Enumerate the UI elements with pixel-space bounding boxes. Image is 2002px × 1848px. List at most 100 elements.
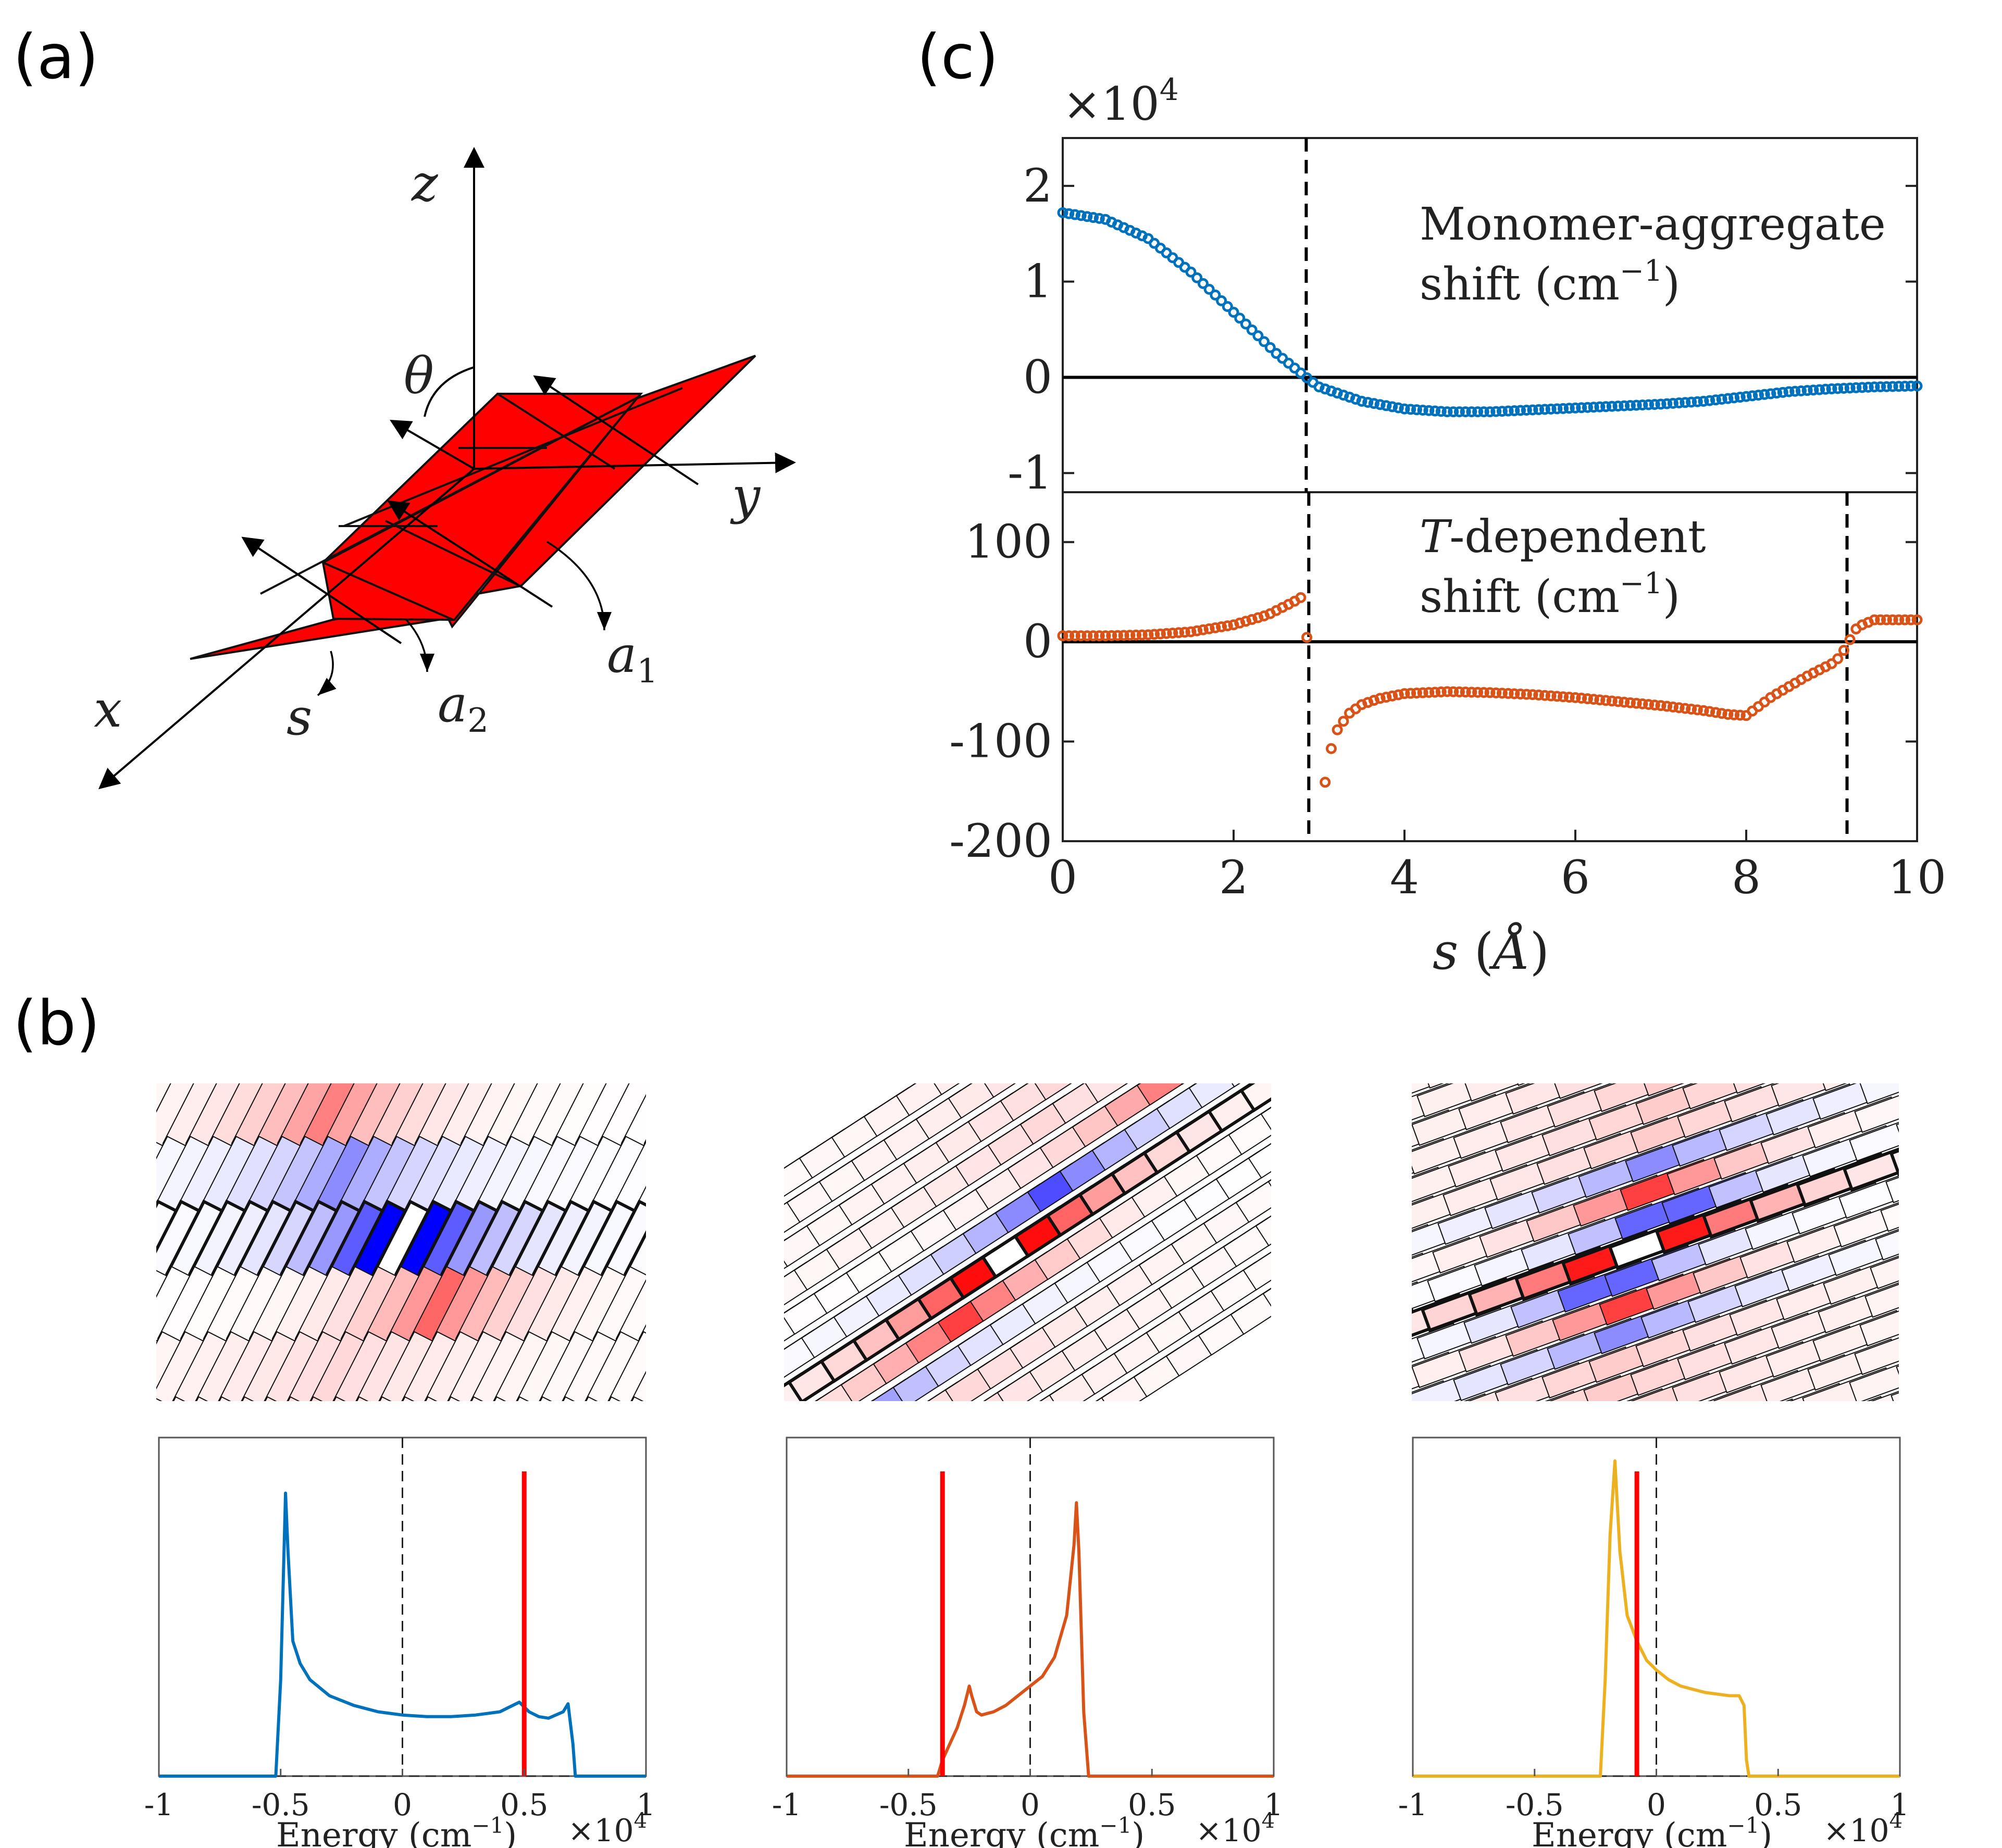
molecule — [1172, 1443, 1263, 1494]
central-row-molecule — [1412, 1308, 1422, 1364]
molecule — [1089, 1417, 1179, 1468]
molecule — [1510, 1083, 1602, 1087]
data-point — [1594, 694, 1606, 706]
molecule — [1098, 989, 1187, 1058]
x-tick-label: 1 — [1264, 1787, 1284, 1822]
molecule — [1682, 1083, 1774, 1110]
molecule — [424, 1083, 481, 1089]
data-point — [1478, 686, 1489, 698]
data-point — [1887, 614, 1898, 626]
molecule — [654, 1006, 709, 1088]
molecule — [469, 1083, 527, 1089]
molecule — [576, 1434, 665, 1503]
data-point — [1448, 686, 1459, 697]
data-point — [1356, 395, 1367, 407]
central-row-molecule — [1239, 1083, 1271, 1113]
molecule — [1469, 1021, 1560, 1072]
a2-label: a2 — [438, 675, 489, 740]
molecule — [1123, 900, 1212, 969]
molecule — [1990, 1063, 2002, 1114]
data-point — [1252, 330, 1264, 342]
data-point — [1606, 695, 1618, 707]
bottom-plot-frame — [1062, 491, 1918, 842]
molecule — [1297, 1240, 1388, 1291]
molecule — [1248, 1108, 1271, 1179]
data-point — [1570, 692, 1581, 703]
molecule — [1349, 1438, 1440, 1489]
data-point — [1374, 693, 1386, 704]
molecule — [682, 1619, 771, 1688]
data-point — [1612, 401, 1624, 412]
molecule — [764, 1421, 853, 1490]
data-point — [1332, 388, 1343, 399]
molecule — [1308, 1183, 1398, 1234]
molecule — [1558, 1019, 1648, 1070]
data-point — [1325, 385, 1337, 397]
molecule — [1219, 1428, 1310, 1479]
molecule — [1188, 1083, 1271, 1108]
x-tick-label: -1 — [144, 1787, 174, 1822]
molecule — [515, 1083, 573, 1089]
data-point — [1624, 697, 1636, 708]
molecule — [70, 1397, 126, 1478]
molecule — [1058, 942, 1147, 1011]
top-annotation-line1: Monomer-aggregate — [1420, 198, 1886, 251]
molecule — [11, 1332, 66, 1413]
molecule — [736, 1071, 791, 1153]
molecule — [1272, 840, 1361, 909]
molecule — [1620, 1402, 1711, 1453]
molecule — [1698, 972, 1789, 1023]
data-point — [1338, 716, 1349, 727]
molecule — [623, 1549, 712, 1618]
top-plot-layer: -1 0 1 2 — [1008, 138, 1923, 500]
data-point — [1405, 688, 1416, 699]
molecule — [24, 1397, 80, 1478]
molecule — [1209, 1485, 1299, 1536]
data-point — [1551, 691, 1563, 702]
data-point — [1387, 690, 1398, 702]
molecule — [1907, 1279, 1997, 1330]
molecule — [1239, 861, 1328, 930]
y-axis-label: y — [730, 467, 761, 525]
molecule — [1276, 1355, 1367, 1406]
molecule — [1333, 1090, 1422, 1159]
molecule — [217, 1083, 275, 1089]
central-row-molecule — [694, 1202, 750, 1283]
molecule — [608, 1413, 697, 1482]
molecule — [1573, 1417, 1664, 1468]
top-exponent-label: ×104 — [1063, 72, 1179, 131]
spectrum-1-layer: -1 -0.5 0 0.5 1 — [144, 1438, 655, 1822]
spectrum-3-layer: -1 -0.5 0 0.5 1 — [1398, 1438, 1910, 1822]
data-point — [1106, 630, 1117, 641]
y-axis — [474, 452, 796, 473]
molecule — [1287, 1297, 1377, 1348]
data-point — [1875, 381, 1886, 393]
x-tick-label: 1 — [1891, 1787, 1910, 1822]
data-point — [1722, 709, 1734, 720]
data-point — [1435, 686, 1447, 697]
molecule — [156, 1083, 206, 1089]
data-point — [1563, 692, 1575, 703]
molecule — [1410, 1004, 1499, 1073]
molecule — [1408, 825, 1497, 894]
molecule — [1610, 1459, 1700, 1510]
molecule — [615, 1481, 704, 1550]
central-row-molecule — [1282, 1326, 1372, 1377]
spectrum-2-xlabel: Energy (cm−1) — [904, 1813, 1145, 1848]
molecule — [1150, 991, 1239, 1060]
molecule — [1168, 1083, 1260, 1085]
data-point — [1344, 392, 1356, 403]
data-point — [1381, 692, 1392, 703]
molecule — [543, 1455, 632, 1524]
data-point — [1661, 701, 1673, 712]
molecule — [662, 1267, 717, 1348]
central-row-molecule — [1306, 999, 1395, 1068]
data-point — [1392, 689, 1404, 701]
molecule — [0, 1332, 43, 1413]
molecule — [723, 1006, 778, 1088]
data-point — [1576, 692, 1587, 704]
data-point — [1673, 397, 1685, 409]
molecule — [1331, 910, 1420, 980]
molecule — [603, 1525, 692, 1594]
y-tick-label: -200 — [949, 814, 1052, 868]
